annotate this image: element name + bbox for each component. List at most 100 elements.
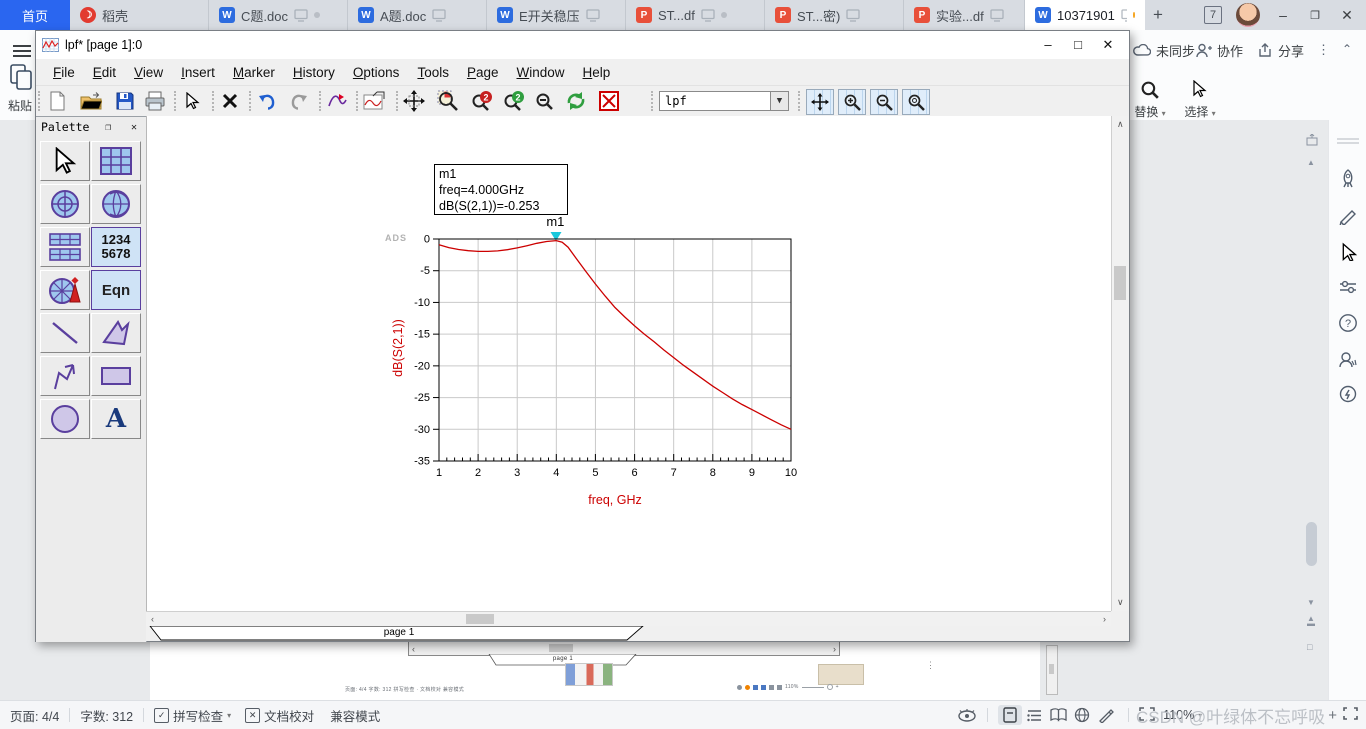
menu-hamburger-icon[interactable]	[13, 42, 31, 60]
zoom-dropdown-arrow[interactable]: ▾	[1198, 710, 1203, 720]
insert-marker-button[interactable]	[324, 89, 350, 113]
scroll-left-arrow[interactable]: ‹	[151, 614, 154, 624]
ads-close-button[interactable]: ✕	[1102, 37, 1114, 52]
maximize-button[interactable]: ❐	[1310, 9, 1320, 22]
tab-c-doc[interactable]: W C题.doc	[209, 0, 348, 30]
ads-maximize-button[interactable]: □	[1074, 37, 1082, 52]
scroll-down-arrow[interactable]: ▼	[1307, 598, 1315, 607]
delete-button[interactable]	[217, 89, 243, 113]
scroll-up-arrow[interactable]: ▲	[1307, 158, 1315, 167]
marker-label[interactable]: m1	[546, 213, 565, 229]
more-actions-button[interactable]: ⋮	[1317, 42, 1330, 57]
palette-smith-chart-tool[interactable]	[91, 184, 141, 224]
tab-a-doc[interactable]: W A题.doc	[348, 0, 487, 30]
palette-list-plot-tool[interactable]: 1234 5678	[91, 227, 141, 267]
ink-annotate-button[interactable]	[1094, 705, 1118, 725]
palette-line-tool[interactable]	[40, 313, 90, 353]
ads-titlebar[interactable]: lpf* [page 1]:0 – □ ✕	[36, 31, 1129, 59]
palette-polar-plot-tool[interactable]	[40, 184, 90, 224]
ads-minimize-button[interactable]: –	[1044, 37, 1052, 52]
eye-protect-icon[interactable]	[957, 708, 977, 722]
cursor-icon[interactable]	[1338, 241, 1358, 261]
tab-e-doc[interactable]: W E开关稳压	[487, 0, 626, 30]
palette-pointer-tool[interactable]	[40, 141, 90, 181]
palette-stacked-plot-tool[interactable]	[40, 227, 90, 267]
spellcheck-toggle[interactable]: ✓ 拼写检查 ▾	[154, 706, 231, 725]
scroll-thumb[interactable]	[1114, 266, 1126, 300]
menu-marker[interactable]: Marker	[232, 64, 275, 80]
palette-titlebar[interactable]: Palette ❐ ✕	[36, 117, 146, 137]
help-icon[interactable]: ?	[1338, 313, 1358, 333]
minimize-button[interactable]: –	[1279, 7, 1287, 23]
collaborate-button[interactable]: 协作	[1196, 41, 1243, 60]
paste-button[interactable]: 粘贴	[8, 62, 38, 114]
zoom-level[interactable]: 110%	[1163, 708, 1195, 722]
tab-st2-pdf[interactable]: P ST...密)	[765, 0, 904, 30]
service-icon[interactable]	[1338, 349, 1358, 369]
sliders-icon[interactable]	[1338, 277, 1358, 297]
scroll-right-arrow[interactable]: ›	[1103, 614, 1106, 624]
menu-file[interactable]: File	[53, 64, 75, 80]
marker-triangle[interactable]	[547, 230, 565, 242]
tips-bulb-icon[interactable]	[1338, 385, 1358, 405]
menu-options[interactable]: Options	[352, 64, 400, 80]
window-count-badge[interactable]: 7	[1204, 6, 1222, 24]
undo-button[interactable]	[254, 89, 280, 113]
menu-page[interactable]: Page	[466, 64, 499, 80]
palette-polyline-arrow-tool[interactable]	[40, 356, 90, 396]
menu-edit[interactable]: Edit	[92, 64, 117, 80]
scroll-thumb[interactable]	[1306, 522, 1317, 566]
page-tab-label[interactable]: page 1	[383, 627, 415, 638]
scroll-down-arrow[interactable]: ∨	[1117, 597, 1124, 607]
menu-tools[interactable]: Tools	[417, 64, 449, 80]
save-button[interactable]	[112, 89, 138, 113]
pen-icon[interactable]	[1338, 205, 1358, 225]
open-button[interactable]	[78, 89, 104, 113]
menu-insert[interactable]: Insert	[181, 64, 215, 80]
view-zoom-out-button[interactable]	[870, 89, 898, 115]
web-view-button[interactable]	[1070, 705, 1094, 725]
sync-status[interactable]: 未同步	[1133, 41, 1195, 60]
new-tab-button[interactable]: +	[1153, 5, 1163, 24]
menu-help[interactable]: Help	[582, 64, 611, 80]
ads-hscrollbar[interactable]: ‹ ›	[146, 611, 1111, 627]
dataset-combobox[interactable]: lpf ▼	[659, 91, 789, 111]
fullscreen-button[interactable]	[1343, 707, 1358, 723]
share-button[interactable]: 分享	[1258, 41, 1304, 60]
menu-view[interactable]: View	[134, 64, 164, 80]
marker-info-box[interactable]: m1 freq=4.000GHz dB(S(2,1))=-0.253	[434, 164, 568, 215]
sidebar-handle[interactable]	[1337, 138, 1359, 140]
menu-window[interactable]: Window	[516, 64, 565, 80]
pointer-tool-button[interactable]	[180, 89, 206, 113]
palette-text-tool[interactable]: A	[91, 399, 141, 439]
fit-page-button[interactable]	[1139, 706, 1155, 724]
new-button[interactable]	[44, 89, 70, 113]
close-page-button[interactable]	[596, 89, 622, 113]
tab-st-pdf[interactable]: P ST...df	[626, 0, 765, 30]
view-zoom-window-button[interactable]	[902, 89, 930, 115]
palette-circle-tool[interactable]	[40, 399, 90, 439]
palette-close-button[interactable]: ✕	[130, 121, 138, 133]
restore-plot-button[interactable]	[361, 89, 387, 113]
view-pan-button[interactable]	[806, 89, 834, 115]
palette-arrow-tool[interactable]	[91, 313, 141, 353]
close-button[interactable]: ✕	[1341, 6, 1353, 23]
palette-eqn-tool[interactable]: Eqn	[91, 270, 141, 310]
menu-history[interactable]: History	[292, 64, 335, 80]
zoom-out-button[interactable]	[532, 89, 558, 113]
palette-rectangle-tool[interactable]	[91, 356, 141, 396]
next-page-button[interactable]: ▲ ▬	[1307, 614, 1315, 628]
rocket-icon[interactable]	[1338, 168, 1358, 188]
page-view-button[interactable]	[998, 705, 1023, 725]
palette-antenna-plot-tool[interactable]	[40, 270, 90, 310]
scroll-up-arrow[interactable]: ∧	[1117, 119, 1124, 129]
select-browse-object[interactable]: □	[1307, 642, 1313, 652]
page-indicator[interactable]: 页面: 4/4	[10, 709, 60, 724]
tab-home[interactable]: 首页	[0, 0, 70, 30]
avatar[interactable]	[1236, 3, 1260, 27]
collapse-ribbon-button[interactable]: ⌃	[1342, 42, 1353, 56]
redo-button[interactable]	[286, 89, 312, 113]
zoom-in-2x-button[interactable]: 2	[469, 89, 495, 113]
page-tab-shape[interactable]	[149, 626, 649, 641]
read-view-button[interactable]	[1046, 705, 1070, 725]
